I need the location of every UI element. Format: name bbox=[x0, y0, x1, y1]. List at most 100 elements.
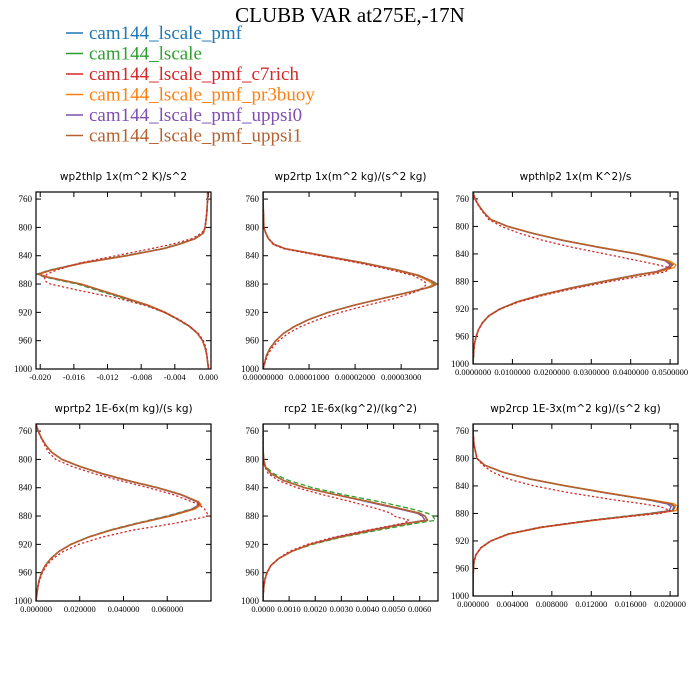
x-tick-label: 0.040000 bbox=[108, 604, 140, 614]
series-line bbox=[263, 424, 426, 601]
chart-panel: wp2rtp 1x(m^2 kg)/(s^2 kg) 760 800 840 880 92… bbox=[241, 171, 439, 382]
series-group bbox=[36, 192, 210, 369]
y-tick-label: 840 bbox=[456, 481, 470, 491]
x-tick-label: 0.0010 bbox=[277, 604, 300, 614]
y-tick-label: 1000 bbox=[241, 364, 260, 374]
series-group bbox=[263, 424, 437, 601]
x-tick-label: 0.0000000 bbox=[455, 367, 491, 377]
plot-frame bbox=[262, 423, 439, 602]
y-tick-label: 960 bbox=[19, 568, 33, 578]
series-line bbox=[263, 424, 410, 601]
panel-title: wprtp2 1E-6x(m kg)/(s kg) bbox=[54, 403, 192, 415]
x-tick-label: -0.012 bbox=[97, 372, 119, 382]
series-line bbox=[36, 424, 201, 601]
chart-panel: wp2rcp 1E-3x(m^2 kg)/(s^2 kg) 760 800 840 88… bbox=[451, 403, 686, 609]
y-tick-label: 1000 bbox=[451, 591, 470, 601]
legend-entry: cam144_lscale_pmf bbox=[66, 23, 243, 44]
y-tick-label: 800 bbox=[246, 454, 260, 464]
x-tick-label: 0.00000000 bbox=[243, 372, 283, 382]
y-tick-label: 760 bbox=[246, 194, 260, 204]
x-tick-label: 0.00001000 bbox=[289, 372, 329, 382]
x-tick-label: 0.0100000 bbox=[494, 367, 530, 377]
y-tick-label: 800 bbox=[456, 453, 470, 463]
series-line bbox=[473, 424, 672, 596]
x-tick-label: 0.004000 bbox=[496, 599, 528, 609]
x-tick-label: 0.0020 bbox=[304, 604, 327, 614]
series-line bbox=[473, 192, 671, 364]
y-tick-label: 760 bbox=[456, 426, 470, 436]
x-tick-label: -0.020 bbox=[29, 372, 51, 382]
y-tick-label: 960 bbox=[246, 568, 260, 578]
legend-label: cam144_lscale_pmf bbox=[89, 23, 243, 44]
panels: wp2thlp 1x(m^2 K)/s^2 760 800 840 880 920 960 1… bbox=[14, 171, 688, 614]
y-tick-label: 960 bbox=[456, 331, 470, 341]
chart-panel: wpthlp2 1x(m K^2)/s 760 800 840 880 920 960 100… bbox=[451, 171, 688, 377]
x-tick-label: 0.0050 bbox=[382, 604, 405, 614]
series-line bbox=[36, 424, 200, 601]
series-line bbox=[263, 192, 437, 369]
series-line bbox=[263, 424, 429, 601]
series-line bbox=[473, 192, 674, 364]
y-tick-label: 1000 bbox=[14, 364, 33, 374]
series-line bbox=[263, 192, 438, 369]
x-tick-label: 0.0400000 bbox=[613, 367, 649, 377]
x-tick-label: 0.000000 bbox=[20, 604, 52, 614]
x-tick-label: 0.000 bbox=[199, 372, 218, 382]
series-line bbox=[36, 424, 200, 601]
series-line bbox=[263, 192, 435, 369]
y-tick-label: 920 bbox=[456, 304, 470, 314]
y-tick-label: 960 bbox=[19, 336, 33, 346]
panel-title: wpthlp2 1x(m K^2)/s bbox=[520, 171, 632, 183]
series-line bbox=[263, 424, 437, 601]
legend-entry: cam144_lscale_pmf_c7rich bbox=[66, 64, 299, 85]
y-tick-label: 760 bbox=[19, 194, 33, 204]
series-line bbox=[473, 192, 674, 364]
series-line bbox=[263, 192, 434, 369]
y-tick-label: 840 bbox=[456, 249, 470, 259]
y-tick-label: 880 bbox=[19, 279, 33, 289]
series-line bbox=[36, 424, 210, 601]
x-tick-label: 0.0060 bbox=[408, 604, 431, 614]
y-tick-label: 880 bbox=[456, 276, 470, 286]
x-tick-label: 0.012000 bbox=[575, 599, 607, 609]
series-line bbox=[36, 424, 201, 601]
panel-title: rcp2 1E-6x(kg^2)/(kg^2) bbox=[284, 403, 417, 415]
series-line bbox=[37, 192, 210, 369]
series-line bbox=[263, 424, 429, 601]
series-line bbox=[473, 424, 676, 596]
y-tick-label: 920 bbox=[19, 307, 33, 317]
y-tick-label: 800 bbox=[19, 454, 33, 464]
legend-label: cam144_lscale_pmf_c7rich bbox=[89, 64, 299, 85]
series-line bbox=[473, 424, 671, 596]
x-tick-label: 0.00003000 bbox=[381, 372, 421, 382]
legend-entry: cam144_lscale_pmf_uppsi0 bbox=[66, 105, 302, 126]
y-tick-label: 840 bbox=[246, 251, 260, 261]
x-tick-label: 0.0300000 bbox=[573, 367, 609, 377]
y-tick-label: 840 bbox=[19, 483, 33, 493]
x-tick-label: 0.0040 bbox=[356, 604, 379, 614]
series-line bbox=[36, 424, 202, 601]
y-tick-label: 760 bbox=[456, 194, 470, 204]
x-tick-label: 0.00002000 bbox=[335, 372, 375, 382]
x-tick-label: 0.0200000 bbox=[534, 367, 570, 377]
legend-label: cam144_lscale bbox=[89, 44, 202, 65]
y-tick-label: 760 bbox=[246, 426, 260, 436]
y-tick-label: 880 bbox=[456, 508, 470, 518]
x-tick-label: -0.008 bbox=[130, 372, 152, 382]
y-tick-label: 760 bbox=[19, 426, 33, 436]
legend-entry: cam144_lscale bbox=[66, 44, 202, 65]
x-tick-label: 0.060000 bbox=[151, 604, 183, 614]
plot-frame bbox=[262, 191, 439, 370]
y-tick-label: 960 bbox=[246, 336, 260, 346]
x-tick-label: 0.008000 bbox=[536, 599, 568, 609]
x-tick-label: -0.016 bbox=[63, 372, 85, 382]
series-line bbox=[473, 192, 671, 364]
x-tick-label: 0.0030 bbox=[330, 604, 353, 614]
series-line bbox=[473, 192, 677, 364]
plot-frame bbox=[472, 191, 679, 365]
y-tick-label: 800 bbox=[246, 222, 260, 232]
figure-title: CLUBB VAR at275E,-17N bbox=[235, 3, 465, 27]
x-tick-label: 0.000000 bbox=[457, 599, 489, 609]
y-tick-label: 920 bbox=[246, 307, 260, 317]
